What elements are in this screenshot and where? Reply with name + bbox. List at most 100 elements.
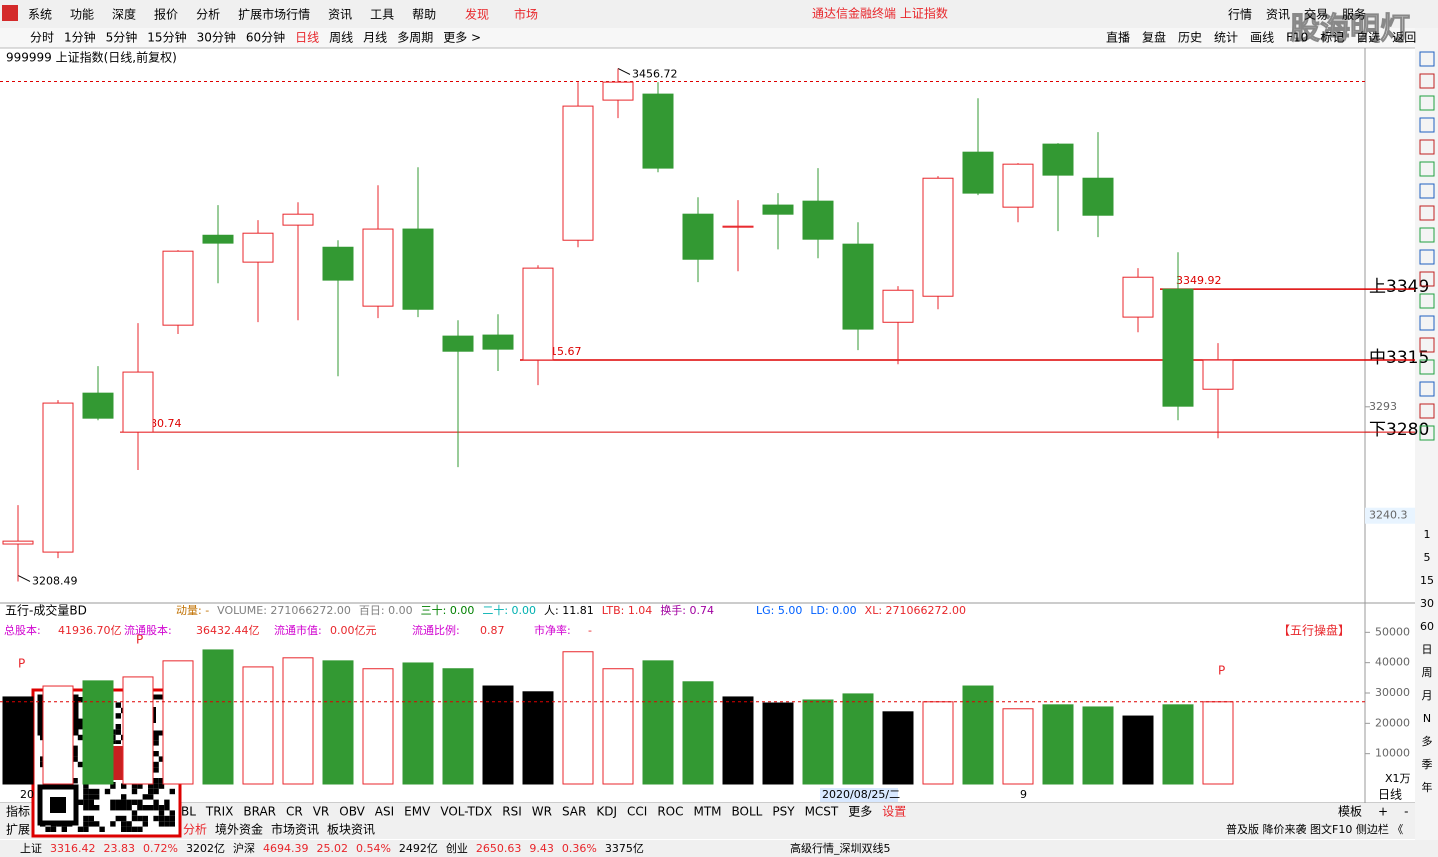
period-label: 日线 (1378, 788, 1402, 802)
qr-cell (115, 729, 121, 735)
menu-item[interactable]: 工具 (370, 8, 394, 22)
menu-item[interactable]: 系统 (28, 8, 52, 22)
qr-cell (77, 799, 84, 805)
toolbar-button[interactable]: 统计 (1214, 31, 1238, 45)
qr-cell (83, 788, 89, 795)
volume-bar (922, 701, 954, 785)
toolbar-button[interactable]: 标记 (1320, 31, 1344, 45)
sidebar-button[interactable]: 60 (1420, 620, 1434, 633)
menu-button[interactable]: 服务 (1342, 7, 1366, 22)
sidebar-button[interactable]: 多 (1422, 734, 1433, 748)
indicator-tab[interactable]: CR (286, 805, 303, 819)
toolbar-button[interactable]: 直播 (1106, 31, 1130, 45)
tab-button[interactable]: - (1404, 805, 1408, 819)
indicator-tab[interactable]: ASI (375, 805, 394, 819)
menu-button[interactable]: 行情 (1228, 8, 1252, 22)
toolbar-button[interactable]: 自选 (1356, 31, 1380, 45)
indicator-tab[interactable]: TRIX (205, 805, 233, 819)
period-button[interactable]: 15分钟 (147, 30, 186, 45)
period-button[interactable]: 分时 (30, 31, 54, 45)
sidebar-button[interactable]: 年 (1422, 780, 1433, 794)
sidebar-button[interactable]: 5 (1424, 551, 1431, 564)
period-button[interactable]: 5分钟 (106, 30, 138, 45)
indicator-tab[interactable]: MCST (805, 805, 839, 819)
menu-item[interactable]: 功能 (70, 8, 94, 22)
menu-item[interactable]: 帮助 (412, 8, 436, 22)
qr-cell (148, 783, 154, 789)
menu-button[interactable]: 交易 (1304, 7, 1328, 22)
indicator-tab[interactable]: WR (532, 805, 552, 819)
indicator-tab[interactable]: BRAR (243, 805, 276, 819)
indicator-tab[interactable]: VOL-TDX (440, 805, 492, 819)
toolbar-button[interactable]: 历史 (1178, 31, 1202, 45)
indicator-tab[interactable]: RSI (502, 805, 522, 819)
menu-item[interactable]: 市场 (514, 7, 538, 22)
menu-item[interactable]: 扩展市场行情 (238, 7, 310, 22)
toolbar-button[interactable]: 画线 (1250, 31, 1274, 45)
period-button[interactable]: 日线 (295, 31, 319, 45)
period-button[interactable]: 30分钟 (197, 30, 236, 45)
menu-item[interactable]: 资讯 (328, 8, 352, 22)
sidebar-button[interactable]: 15 (1420, 574, 1434, 587)
indicator-tab[interactable]: 设置 (882, 805, 906, 819)
sidebar-button[interactable]: 1 (1424, 528, 1431, 541)
volume-bar (442, 668, 474, 785)
candle-body (2, 540, 34, 545)
indicator-tab[interactable]: PSY (772, 805, 795, 819)
qr-cell (99, 826, 105, 832)
period-button[interactable]: 1分钟 (64, 30, 96, 45)
qr-cell (126, 826, 132, 832)
toolbar-button[interactable]: F10 (1286, 31, 1308, 45)
tab-area (0, 803, 1415, 839)
sidebar-button[interactable]: 周 (1422, 666, 1433, 679)
period-button[interactable]: 更多 > (443, 31, 481, 45)
indicator-tab[interactable]: VR (313, 805, 330, 819)
tab-button[interactable]: 模板 (1338, 805, 1362, 819)
sidebar-button[interactable]: 季 (1422, 758, 1433, 771)
qr-cell (158, 805, 165, 811)
indicator-tab[interactable]: BOLL (732, 805, 763, 819)
sidebar-button[interactable]: 月 (1422, 689, 1433, 702)
menu-item[interactable]: 发现 (465, 7, 489, 22)
menu-item[interactable]: 报价 (154, 7, 178, 22)
indicator-tab[interactable]: EMV (404, 805, 431, 819)
ext-tab[interactable]: 分析 (183, 823, 207, 837)
qr-cell (110, 799, 116, 805)
indicator-tab[interactable]: SAR (562, 805, 586, 819)
volume-bar (882, 711, 914, 785)
sidebar-button[interactable]: 日 (1422, 643, 1433, 656)
toolbar-button[interactable]: 返回 (1392, 31, 1416, 45)
candle-body (482, 334, 514, 350)
toolbar-button[interactable]: 复盘 (1142, 30, 1166, 45)
period-button[interactable]: 多周期 (397, 31, 433, 45)
indicator-tab[interactable]: BL (181, 805, 196, 819)
menu-item[interactable]: 深度 (112, 7, 136, 22)
qr-cell (110, 805, 116, 811)
indicator-tab[interactable]: CCI (627, 805, 647, 819)
volume-bar (1162, 704, 1194, 785)
tab-button[interactable]: + (1378, 805, 1388, 819)
qr-cell (126, 805, 132, 811)
qr-cell (88, 821, 94, 827)
indicator-tab[interactable]: ROC (657, 805, 683, 819)
menu-item[interactable]: 分析 (196, 8, 220, 22)
qr-cell (94, 794, 100, 800)
period-button[interactable]: 周线 (329, 31, 353, 45)
ext-tab[interactable]: 板块资讯 (327, 823, 375, 837)
ext-tab[interactable]: 境外资金 (215, 822, 263, 837)
indicator-tab[interactable]: MTM (693, 805, 721, 819)
sidebar-button[interactable]: 30 (1420, 597, 1434, 610)
qr-cell (77, 761, 84, 768)
indicator-tab[interactable]: OBV (339, 805, 365, 819)
ext-tab[interactable]: 市场资讯 (271, 822, 319, 837)
period-button[interactable]: 月线 (363, 31, 387, 45)
period-button[interactable]: 60分钟 (246, 30, 285, 45)
indicator-tab[interactable]: 更多 (848, 805, 872, 819)
status-item: 沪深 (233, 841, 255, 855)
sidebar-button[interactable]: N (1423, 712, 1431, 725)
y-tick-label: 40000 (1375, 656, 1410, 669)
qr-cell (158, 756, 165, 762)
menu-button[interactable]: 资讯 (1266, 8, 1290, 22)
indicator-tab[interactable]: KDJ (596, 805, 617, 819)
